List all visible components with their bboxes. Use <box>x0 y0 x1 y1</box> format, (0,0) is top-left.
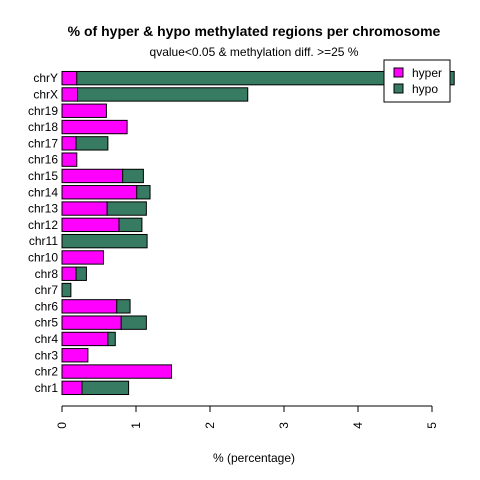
legend: hyper hypo <box>383 59 451 103</box>
y-tick-label-chr14: chr14 <box>28 185 58 199</box>
y-tick-label-chrY: chrY <box>33 71 58 85</box>
y-tick-label-chr18: chr18 <box>28 120 58 134</box>
bar-chr2-hyper <box>61 364 173 379</box>
bar-chr8-hyper <box>61 266 77 281</box>
x-tick-label-5: 5 <box>425 422 439 429</box>
bar-chr14-hyper <box>61 185 138 200</box>
y-tick-label-chr5: chr5 <box>35 316 59 330</box>
y-tick-label-chr15: chr15 <box>28 169 58 183</box>
bar-chr13-hyper <box>61 201 108 216</box>
bar-chr7-hypo <box>61 282 72 298</box>
legend-label-hyper: hyper <box>412 66 442 80</box>
chart-subtitle: qvalue<0.05 & methylation diff. >=25 % <box>150 45 359 59</box>
y-tick-label-chr1: chr1 <box>35 381 59 395</box>
legend-swatch-hyper <box>393 67 404 78</box>
x-tick-label-1: 1 <box>129 422 143 429</box>
x-tick-label-0: 0 <box>55 422 69 429</box>
bar-chr14-hypo <box>136 185 151 200</box>
bar-chr12-hypo <box>118 217 143 233</box>
y-axis-labels: chr1 chr2 chr3 chr4 chr5 chr6 chr7 chr8 chr10 chr… <box>28 71 58 395</box>
bar-chr17-hyper <box>61 136 77 151</box>
x-tick-label-3: 3 <box>277 422 291 429</box>
bar-chr15-hypo <box>122 168 144 184</box>
bar-chr17-hypo <box>75 136 109 151</box>
bar-chr19-hyper <box>61 103 107 118</box>
bar-chr11-hypo <box>61 233 148 249</box>
bar-chrX-hyper <box>61 87 79 102</box>
bar-chr13-hypo <box>106 201 147 216</box>
x-axis-label: % (percentage) <box>213 451 295 465</box>
x-tick-label-4: 4 <box>351 422 365 429</box>
bar-chrY-hyper <box>61 70 78 86</box>
y-tick-label-chr8: chr8 <box>35 267 59 281</box>
bar-chr18-hyper <box>61 119 128 135</box>
legend-label-hypo: hypo <box>412 82 438 96</box>
y-tick-label-chr11: chr11 <box>29 234 58 248</box>
bar-chr1-hyper <box>61 380 83 396</box>
bar-chr10-hyper <box>61 250 104 265</box>
bar-chr5-hypo <box>120 315 147 330</box>
bar-chr4-hyper <box>61 331 109 347</box>
y-tick-label-chr6: chr6 <box>35 299 59 313</box>
legend-swatch-hypo <box>393 83 404 94</box>
bar-chr15-hyper <box>61 168 124 184</box>
y-tick-label-chr7: chr7 <box>35 283 59 297</box>
y-tick-label-chr3: chr3 <box>35 348 59 362</box>
bar-chr3-hyper <box>61 348 89 363</box>
x-axis: 0 1 2 3 4 5 <box>55 405 439 429</box>
bar-chrY-hypo <box>76 70 455 86</box>
y-tick-label-chr13: chr13 <box>28 202 58 216</box>
y-tick-label-chr4: chr4 <box>35 332 59 346</box>
bar-chr8-hypo <box>75 266 87 281</box>
y-tick-label-chr17: chr17 <box>28 136 58 150</box>
bar-chr6-hyper <box>61 299 118 314</box>
bar-chr6-hypo <box>116 299 131 314</box>
legend-box <box>383 59 451 103</box>
bar-chr1-hypo <box>81 380 130 396</box>
chart-title: % of hyper & hypo methylated regions per… <box>68 23 441 39</box>
bar-chr5-hyper <box>61 315 122 330</box>
y-tick-label-chrX: chrX <box>33 87 58 101</box>
y-tick-label-chr2: chr2 <box>35 365 59 379</box>
y-tick-label-chr19: chr19 <box>28 104 58 118</box>
bars <box>61 70 455 396</box>
bar-chr12-hyper <box>61 217 120 233</box>
y-tick-label-chr10: chr10 <box>28 250 58 264</box>
y-tick-label-chr16: chr16 <box>28 153 58 167</box>
bar-chr16-hyper <box>61 152 78 167</box>
bar-chrX-hypo <box>77 87 249 102</box>
x-tick-label-2: 2 <box>203 422 217 429</box>
bar-chr4-hypo <box>107 331 116 347</box>
y-tick-label-chr12: chr12 <box>28 218 58 232</box>
